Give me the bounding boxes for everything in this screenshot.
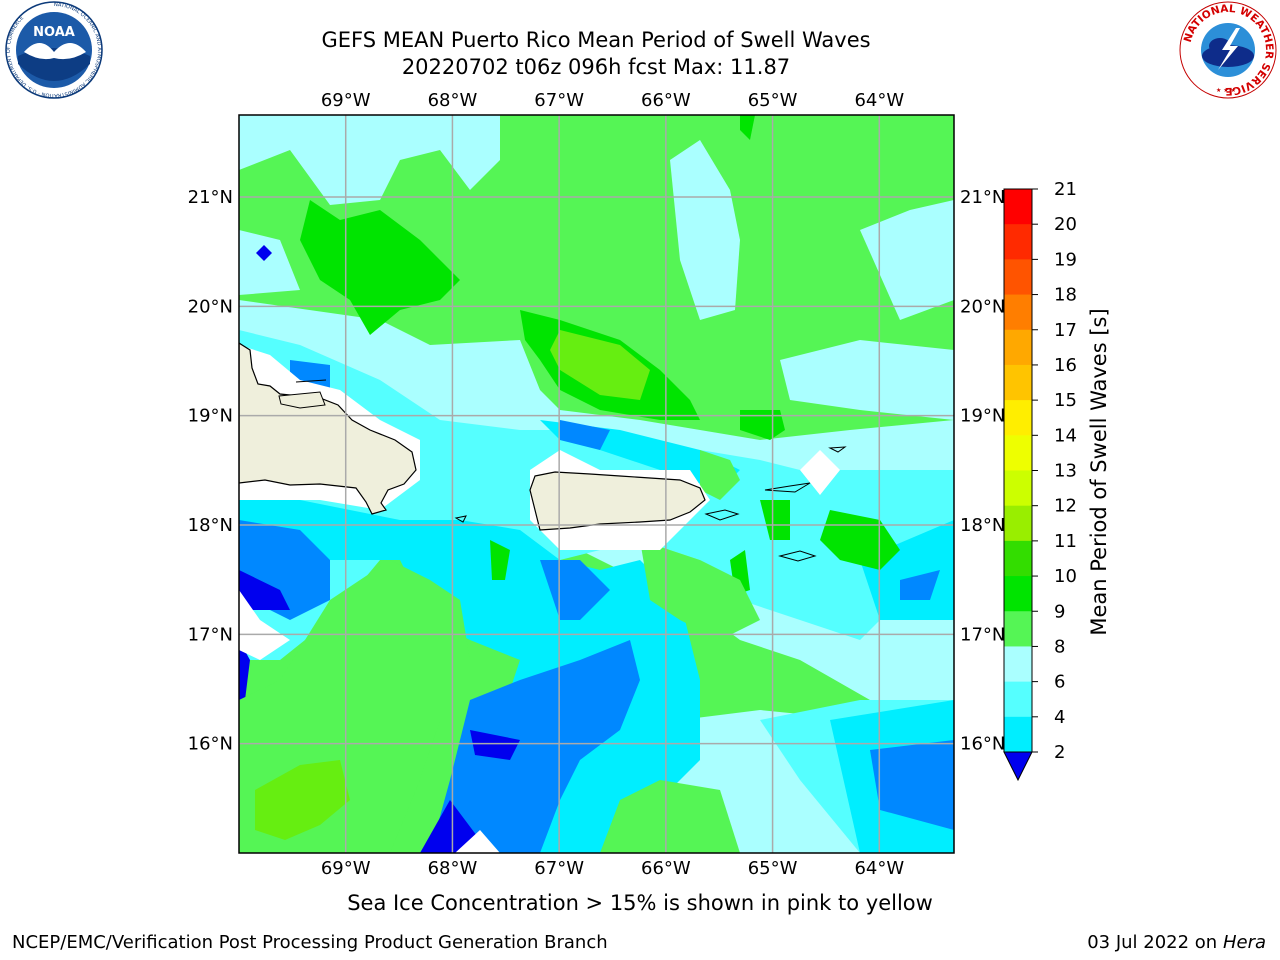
lon-labels-top: 69°W 68°W 67°W 66°W 65°W 64°W bbox=[321, 90, 904, 111]
colorbar-tick-label: 15 bbox=[1054, 390, 1077, 411]
lat-label: 20°N bbox=[188, 296, 233, 317]
lon-label: 68°W bbox=[428, 858, 478, 879]
colorbar-segment bbox=[1004, 646, 1032, 683]
lon-label: 66°W bbox=[641, 90, 691, 111]
colorbar-segment bbox=[1004, 505, 1032, 542]
noaa-logo-text: NOAA bbox=[33, 25, 75, 40]
title-line-1: GEFS MEAN Puerto Rico Mean Period of Swe… bbox=[321, 28, 871, 52]
colorbar-segment bbox=[1004, 259, 1032, 296]
colorbar-segment bbox=[1004, 294, 1032, 331]
footer-date-host: 03 Jul 2022 on Hera bbox=[1087, 932, 1266, 953]
colorbar-tick-label: 13 bbox=[1054, 461, 1077, 482]
colorbar-extend-arrow bbox=[1003, 751, 1033, 782]
colorbar-label: Mean Period of Swell Waves [s] bbox=[1087, 308, 1111, 635]
colorbar-segment bbox=[1004, 716, 1032, 753]
colorbar-tick-label: 12 bbox=[1054, 496, 1077, 517]
colorbar-segment bbox=[1004, 470, 1032, 507]
colorbar-tick-label: 14 bbox=[1054, 425, 1077, 446]
lat-label: 19°N bbox=[960, 406, 1005, 427]
noaa-logo: NOAA NATIONAL OCEANIC AND ATMOSPHERIC AD… bbox=[5, 1, 103, 99]
lon-label: 66°W bbox=[641, 858, 691, 879]
colorbar-tick-label: 20 bbox=[1054, 214, 1077, 235]
lon-label: 67°W bbox=[534, 90, 584, 111]
colorbar-segment bbox=[1004, 435, 1032, 471]
lat-label: 19°N bbox=[188, 406, 233, 427]
footer-organization: NCEP/EMC/Verification Post Processing Pr… bbox=[12, 932, 608, 953]
colorbar-segment bbox=[1004, 189, 1032, 225]
lat-label: 20°N bbox=[960, 296, 1005, 317]
lon-label: 68°W bbox=[428, 90, 478, 111]
colorbar-segment bbox=[1004, 540, 1032, 577]
colorbar-tick-label: 11 bbox=[1054, 531, 1077, 552]
colorbar-tick-label: 18 bbox=[1054, 285, 1077, 306]
lon-label: 67°W bbox=[534, 858, 584, 879]
lat-label: 16°N bbox=[960, 734, 1005, 755]
colorbar-tick-label: 10 bbox=[1054, 566, 1077, 587]
lat-labels-right: 21°N 20°N 19°N 18°N 17°N 16°N bbox=[960, 187, 1005, 755]
colorbar-segment bbox=[1004, 224, 1032, 260]
lon-label: 65°W bbox=[748, 858, 798, 879]
lon-label: 69°W bbox=[321, 90, 371, 111]
title-line-2: 20220702 t06z 096h fcst Max: 11.87 bbox=[401, 55, 791, 79]
colorbar-tick-label: 19 bbox=[1054, 249, 1077, 270]
lat-label: 17°N bbox=[960, 624, 1005, 645]
colorbar-tick-label: 2 bbox=[1054, 742, 1065, 763]
nws-logo: NATIONAL WEATHER SERVICE ★ ★ ★ bbox=[1179, 1, 1277, 99]
colorbar-segment bbox=[1004, 681, 1032, 718]
map-frame bbox=[238, 114, 955, 854]
lon-label: 64°W bbox=[854, 90, 904, 111]
colorbar-segment bbox=[1004, 364, 1032, 401]
swell-field bbox=[239, 115, 954, 853]
lat-label: 17°N bbox=[188, 624, 233, 645]
lon-label: 65°W bbox=[748, 90, 798, 111]
lat-label: 21°N bbox=[960, 187, 1005, 208]
colorbar-tick-label: 4 bbox=[1054, 707, 1065, 728]
footer-date: 03 Jul 2022 on bbox=[1087, 932, 1223, 953]
lat-label: 18°N bbox=[960, 515, 1005, 536]
graticule bbox=[239, 115, 954, 853]
colorbar-segment bbox=[1004, 329, 1032, 366]
lat-labels-left: 21°N 20°N 19°N 18°N 17°N 16°N bbox=[188, 187, 233, 755]
colorbar-tick-label: 17 bbox=[1054, 320, 1077, 341]
lat-label: 21°N bbox=[188, 187, 233, 208]
colorbar-tick-label: 6 bbox=[1054, 672, 1065, 693]
lon-labels-bottom: 69°W 68°W 67°W 66°W 65°W 64°W bbox=[321, 858, 904, 879]
svg-text:★ ★ ★: ★ ★ ★ bbox=[1216, 87, 1236, 94]
footer-host: Hera bbox=[1222, 932, 1266, 953]
colorbar-tick-label: 8 bbox=[1054, 636, 1065, 657]
colorbar-segment bbox=[1004, 611, 1032, 647]
lat-label: 16°N bbox=[188, 734, 233, 755]
colorbar-segment bbox=[1004, 576, 1032, 612]
colorbar: 21 20 19 18 17 16 15 14 13 12 11 10 9 8 6 4 2 bbox=[1003, 179, 1077, 782]
colorbar-tick-label: 16 bbox=[1054, 355, 1077, 376]
colorbar-segment bbox=[1004, 400, 1032, 436]
colorbar-tick-label: 21 bbox=[1054, 179, 1077, 200]
lon-label: 69°W bbox=[321, 858, 371, 879]
colorbar-tick-label: 9 bbox=[1054, 601, 1065, 622]
sea-ice-note: Sea Ice Concentration > 15% is shown in … bbox=[347, 891, 933, 915]
lat-label: 18°N bbox=[188, 515, 233, 536]
lon-label: 64°W bbox=[854, 858, 904, 879]
